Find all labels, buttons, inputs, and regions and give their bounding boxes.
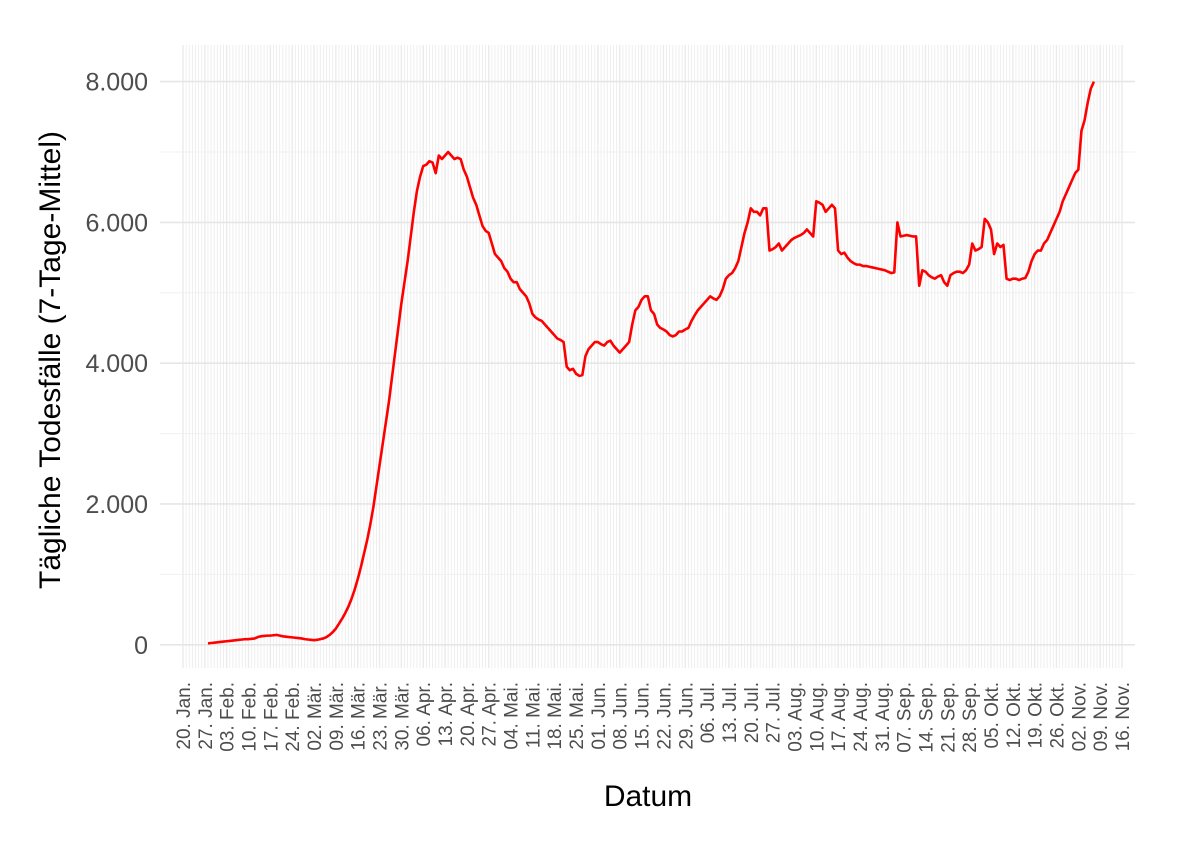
x-tick-label: 24. Feb. [283, 682, 304, 752]
y-tick-label: 0 [134, 632, 148, 660]
x-tick-label: 26. Okt. [1047, 682, 1068, 749]
x-tick-label: 02. Nov. [1069, 682, 1090, 751]
x-tick-label: 16. Nov. [1113, 682, 1134, 751]
x-tick-label: 20. Jul. [742, 682, 763, 743]
line [207, 81, 1096, 645]
x-tick-label: 02. Mär. [305, 682, 326, 751]
x-tick-label: 06. Apr. [414, 682, 435, 746]
x-tick-label: 14. Sep. [916, 682, 937, 753]
y-tick-label: 4.000 [85, 350, 148, 378]
x-tick-label: 09. Nov. [1091, 682, 1112, 751]
x-tick-label: 09. Mär. [327, 682, 348, 751]
x-tick-label: 03. Aug. [785, 682, 806, 752]
x-tick-label: 28. Sep. [960, 682, 981, 753]
x-axis-title: Datum [604, 780, 692, 813]
x-tick-label: 22. Jun. [654, 682, 675, 750]
x-tick-label: 27. Jan. [196, 682, 217, 750]
y-tick-label: 8.000 [85, 69, 148, 97]
y-axis-title: Tägliche Todesfälle (7-Tage-Mittel) [34, 131, 67, 589]
x-tick-label: 13. Jul. [720, 682, 741, 743]
x-tick-label: 15. Jun. [633, 682, 654, 750]
x-tick-label: 19. Okt. [1026, 682, 1047, 749]
x-tick-label: 25. Mai. [567, 682, 588, 750]
x-tick-label: 12. Okt. [1004, 682, 1025, 749]
x-tick-label: 13. Apr. [436, 682, 457, 746]
x-tick-label: 23. Mär. [371, 682, 392, 751]
x-tick-label: 30. Mär. [392, 682, 413, 751]
x-tick-label: 11. Mai. [523, 682, 544, 748]
x-tick-label: 17. Feb. [261, 682, 282, 752]
x-tick-label: 04. Mai. [502, 682, 523, 750]
y-tick-label: 2.000 [85, 491, 148, 519]
x-tick-label: 29. Jun. [676, 682, 697, 750]
x-tick-label: 08. Jun. [611, 682, 632, 750]
x-tick-label: 20. Jan. [174, 682, 195, 750]
x-tick-label: 01. Jun. [589, 682, 610, 750]
x-tick-label: 10. Aug. [807, 682, 828, 752]
x-tick-label: 24. Aug. [851, 682, 872, 752]
x-tick-label: 07. Sep. [895, 682, 916, 753]
x-tick-label: 27. Jul. [764, 682, 785, 743]
x-tick-label: 27. Apr. [480, 682, 501, 746]
x-tick-label: 17. Aug. [829, 682, 850, 752]
x-tick-label: 16. Mär. [349, 682, 370, 751]
x-tick-label: 03. Feb. [218, 682, 239, 752]
x-tick-label: 20. Apr. [458, 682, 479, 746]
grid [160, 45, 1135, 668]
x-tick-label: 31. Aug. [873, 682, 894, 752]
x-tick-label: 06. Jul. [698, 682, 719, 743]
y-tick-label: 6.000 [85, 209, 148, 237]
x-tick-label: 05. Okt. [982, 682, 1003, 749]
x-tick-label: 10. Feb. [240, 682, 261, 752]
x-tick-label: 18. Mai. [545, 682, 566, 750]
x-tick-label: 21. Sep. [938, 682, 959, 753]
